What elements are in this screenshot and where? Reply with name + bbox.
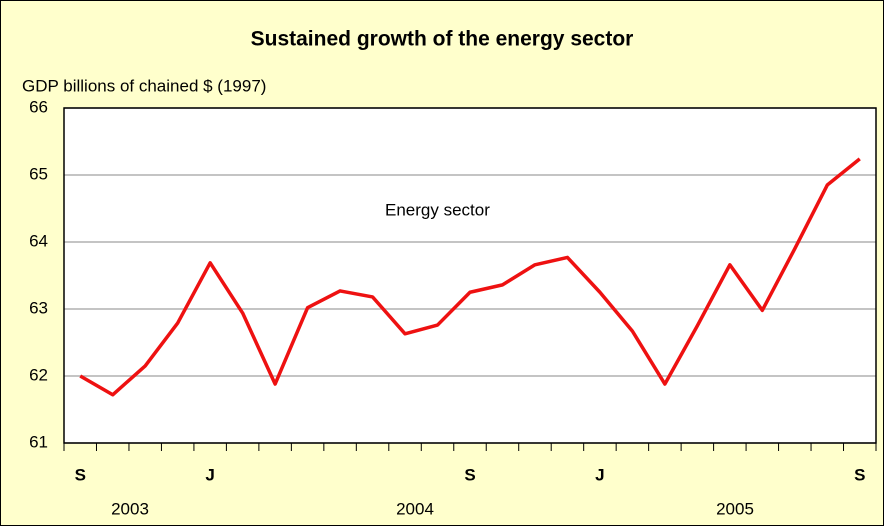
y-tick-label: 63 <box>29 298 48 317</box>
year-label: 2005 <box>716 499 754 518</box>
y-tick-label: 66 <box>29 97 48 116</box>
year-label: 2004 <box>396 499 434 518</box>
x-tick-label: J <box>595 465 604 484</box>
y-axis-label: GDP billions of chained $ (1997) <box>22 76 266 95</box>
y-tick-label: 65 <box>29 164 48 183</box>
line <box>79 157 861 397</box>
x-tick-label: J <box>205 465 214 484</box>
plot-border <box>63 107 877 444</box>
y-tick-label: 64 <box>29 231 48 250</box>
y-tick-label: 62 <box>29 365 48 384</box>
y-tick-label: 61 <box>29 432 48 451</box>
x-tick-label: S <box>75 465 86 484</box>
x-tick-label: S <box>464 465 475 484</box>
x-tick-label: S <box>854 465 865 484</box>
plot-area <box>64 108 876 443</box>
chart-title: Sustained growth of the energy sector <box>251 28 634 51</box>
annotation: Energy sector <box>385 200 490 219</box>
year-label: 2003 <box>111 499 149 518</box>
